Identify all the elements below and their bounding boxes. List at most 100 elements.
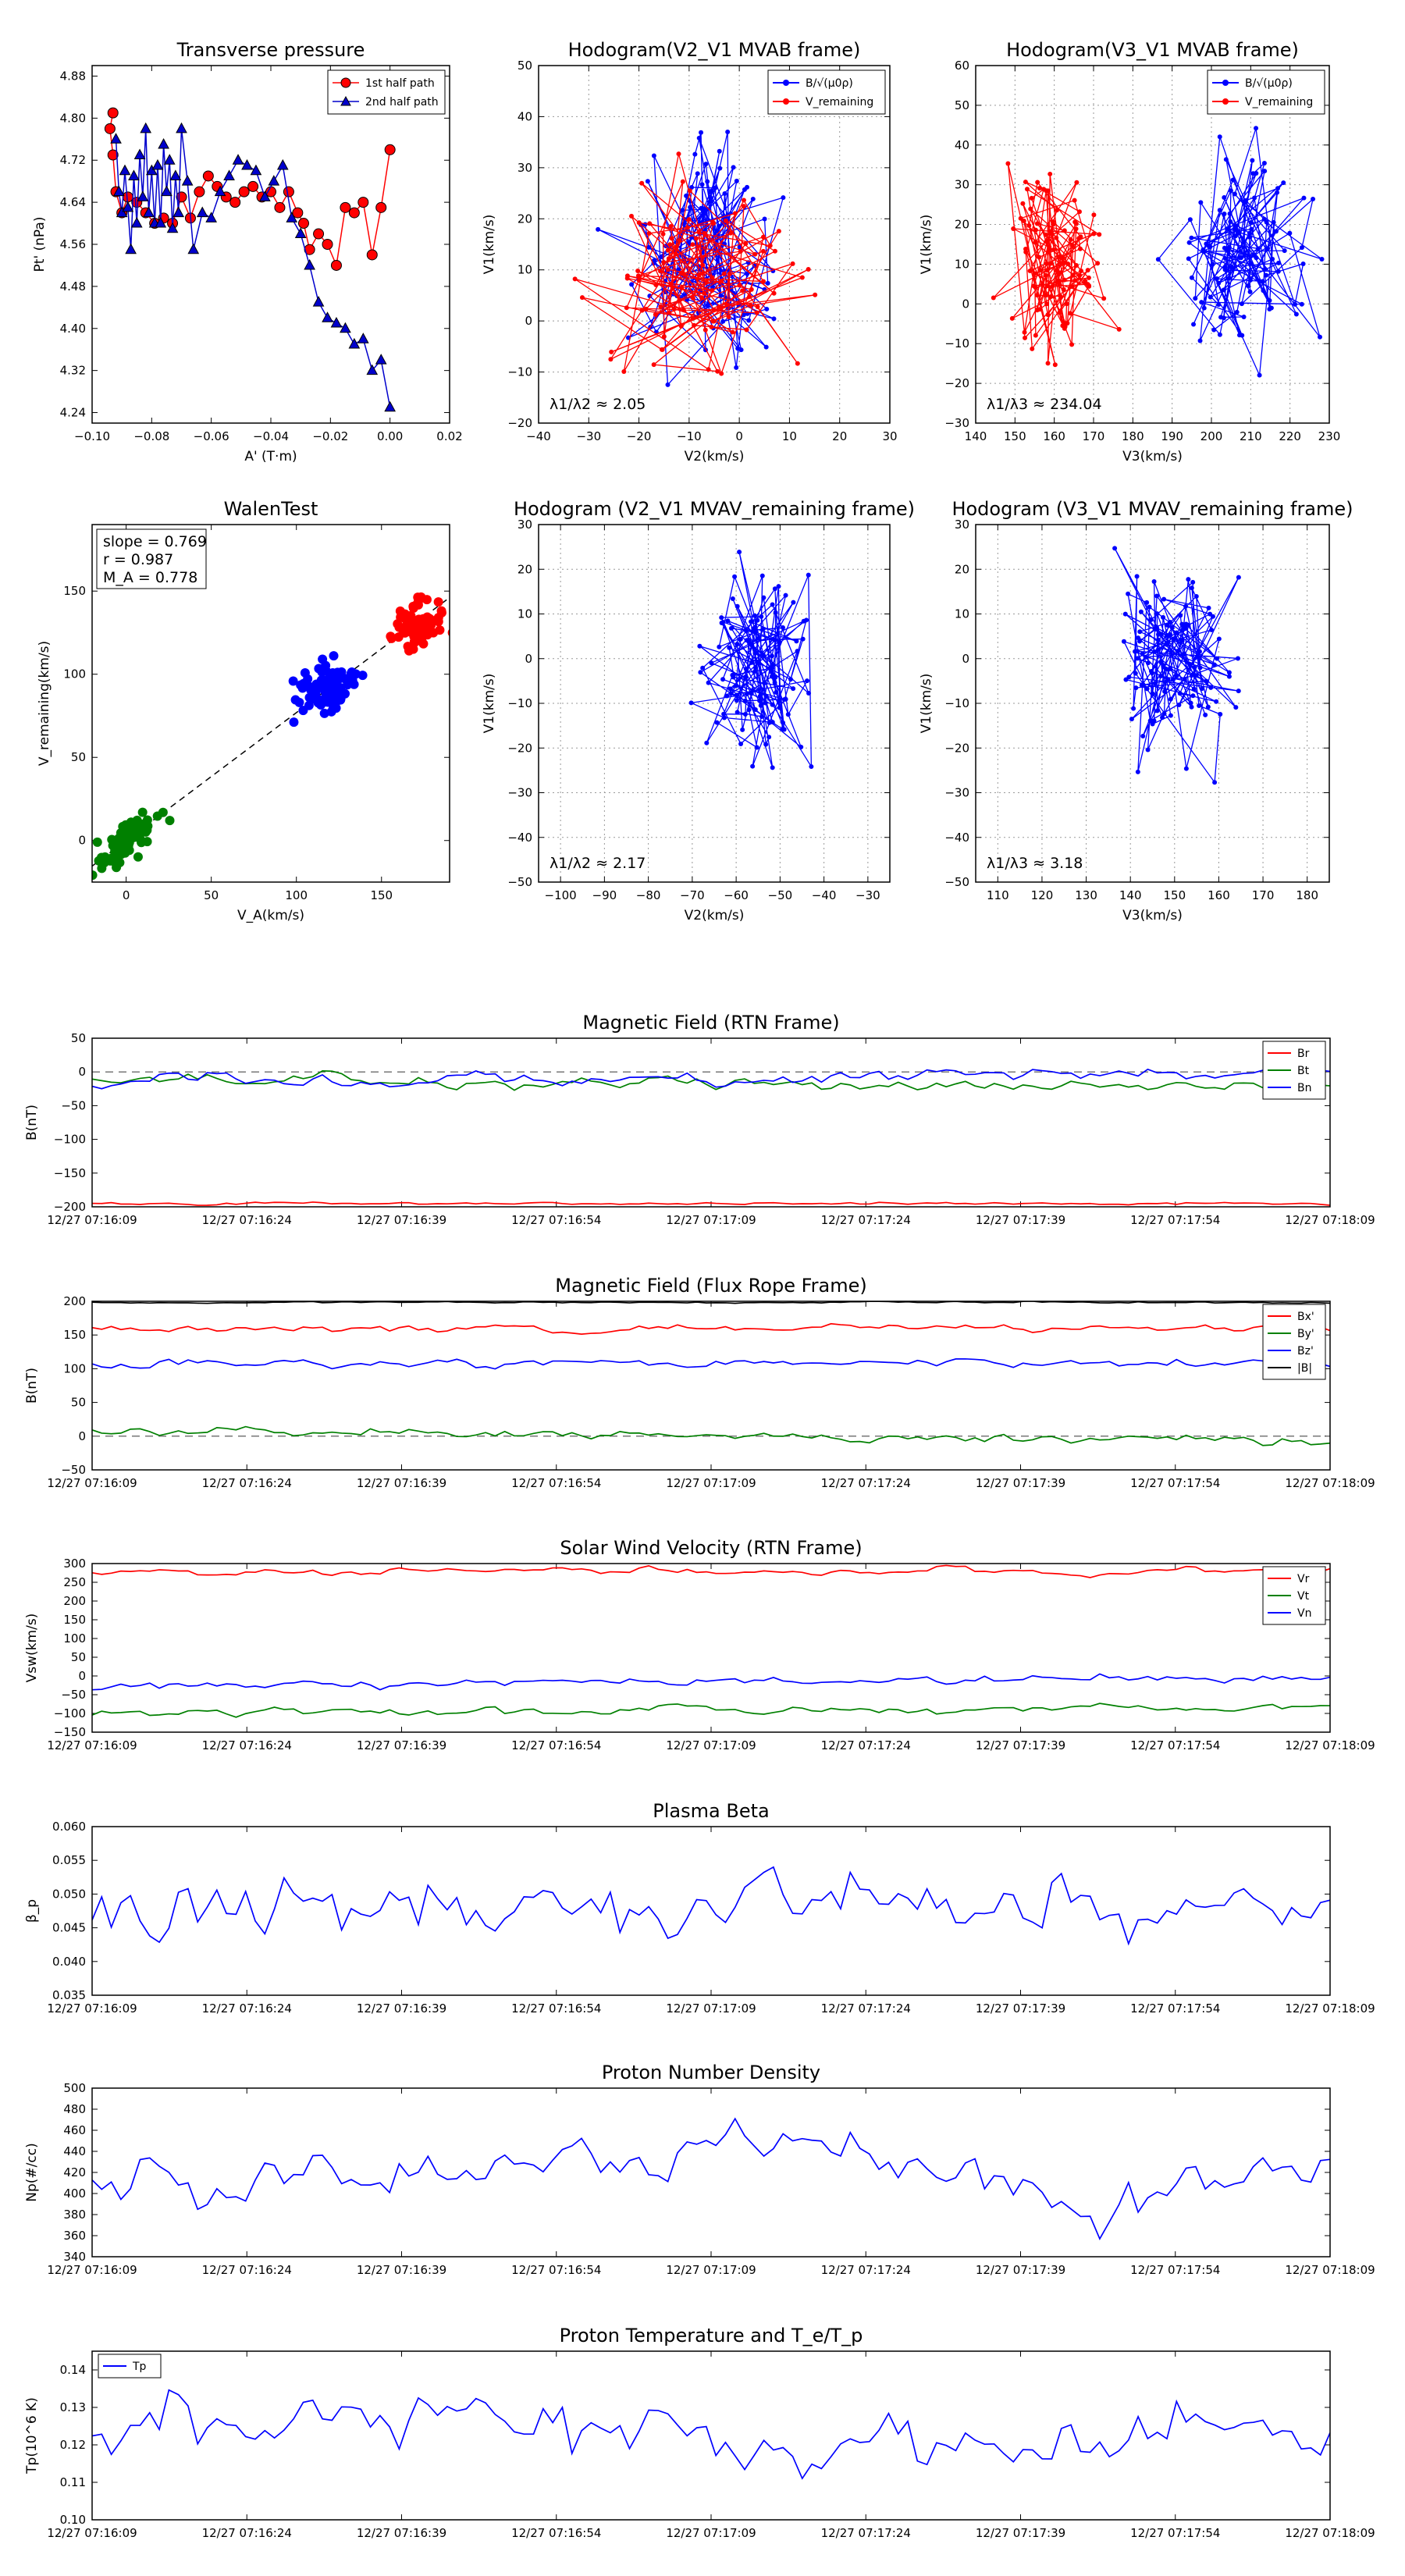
data-point: [1311, 196, 1316, 201]
data-point: [744, 691, 749, 696]
plot-frame: [975, 65, 1330, 424]
data-point: [137, 190, 149, 201]
data-point: [1201, 249, 1207, 254]
y-tick-label: 4.64: [60, 195, 86, 209]
data-point: [743, 674, 749, 680]
data-point: [1054, 235, 1059, 240]
data-point: [1135, 656, 1140, 661]
data-point: [1186, 256, 1191, 262]
data-point: [1023, 335, 1028, 340]
data-point: [621, 369, 627, 375]
data-point: [1205, 704, 1211, 710]
data-point: [1101, 296, 1107, 301]
data-point: [1188, 700, 1193, 706]
y-tick-label: −100: [54, 1133, 86, 1147]
data-point: [1226, 244, 1232, 250]
data-point: [145, 164, 158, 176]
data-point: [676, 151, 681, 157]
x-tick-label: 12/27 07:17:39: [976, 1213, 1065, 1227]
data-point: [1086, 275, 1091, 280]
data-point: [760, 248, 766, 254]
data-point: [1150, 671, 1155, 676]
data-point: [1074, 180, 1080, 185]
data-point: [1199, 686, 1204, 692]
data-point: [717, 148, 722, 154]
data-point: [375, 354, 387, 365]
data-point: [726, 314, 731, 319]
data-point: [1276, 260, 1282, 265]
panel-np: Proton Number Density 340 360 380 400 420 440 4…: [24, 2062, 1375, 2277]
data-point: [785, 712, 791, 717]
data-point: [1174, 630, 1179, 635]
data-point: [1225, 226, 1230, 231]
data-point: [805, 678, 810, 684]
data-point: [173, 206, 185, 218]
data-point: [806, 267, 811, 272]
data-point: [770, 602, 775, 607]
data-point: [776, 584, 781, 589]
x-tick-label: 12/27 07:17:54: [1130, 1476, 1220, 1490]
data-point: [1077, 246, 1083, 251]
data-point: [752, 707, 758, 713]
data-point: [1034, 308, 1040, 313]
data-point: [746, 707, 752, 713]
data-point: [1236, 575, 1241, 580]
data-point: [1135, 649, 1140, 654]
data-point: [718, 293, 724, 298]
data-point: [721, 715, 727, 720]
x-tick-label: 12/27 07:17:54: [1130, 1213, 1220, 1227]
data-point: [1222, 211, 1227, 216]
y-tick-label: −30: [507, 786, 532, 800]
data-point: [813, 292, 818, 297]
data-point: [1197, 665, 1203, 671]
data-point: [746, 318, 752, 323]
data-point: [1156, 632, 1161, 637]
data-point: [1069, 243, 1075, 248]
data-point: [1051, 222, 1056, 227]
y-tick-label: 0.11: [60, 2475, 86, 2489]
data-point: [1275, 269, 1281, 274]
data-point: [1121, 639, 1126, 644]
data-point: [1176, 702, 1182, 707]
data-point: [757, 698, 763, 703]
data-point: [1299, 301, 1304, 307]
data-point: [752, 251, 758, 257]
legend-label: B/√(μ0ρ): [806, 77, 853, 90]
data-point: [1161, 664, 1166, 669]
data-point: [404, 646, 414, 656]
y-tick-label: 0.050: [52, 1887, 86, 1901]
data-point: [724, 693, 730, 699]
data-point: [128, 820, 138, 830]
data-point: [678, 323, 684, 329]
data-point: [1091, 231, 1097, 237]
x-tick-label: 12/27 07:17:24: [821, 2263, 911, 2277]
data-point: [1161, 711, 1167, 717]
data-point: [1181, 651, 1186, 656]
data-point: [749, 660, 754, 665]
ratio-annotation: λ1/λ3 ≈ 3.18: [987, 855, 1083, 872]
data-point: [1238, 255, 1243, 261]
data-point: [97, 863, 107, 873]
data-point: [706, 680, 711, 685]
data-point: [713, 185, 718, 190]
y-axis-label: V1(km/s): [482, 215, 497, 275]
data-point: [660, 254, 665, 259]
chart-title: Transverse pressure: [176, 39, 365, 61]
data-point: [1189, 235, 1194, 240]
data-point: [761, 653, 767, 658]
y-tick-label: 30: [955, 518, 969, 532]
data-point: [773, 610, 778, 615]
data-point: [436, 606, 446, 616]
x-tick-label: 140: [965, 429, 987, 443]
data-point: [767, 720, 772, 725]
data-point: [1189, 704, 1194, 710]
data-point: [1236, 230, 1242, 236]
legend-label: V_remaining: [1245, 96, 1313, 109]
plot-area: [104, 107, 397, 412]
data-point: [773, 674, 778, 680]
data-point: [1171, 677, 1176, 682]
data-point: [161, 185, 173, 197]
data-point: [1230, 177, 1236, 183]
data-point: [1151, 578, 1157, 584]
data-point: [1273, 229, 1279, 234]
